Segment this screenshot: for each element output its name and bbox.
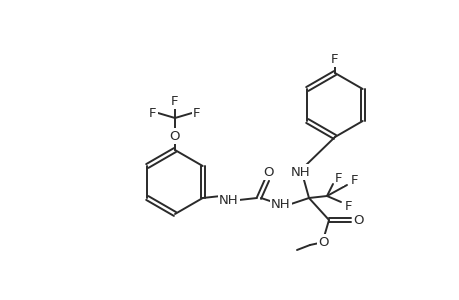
Text: F: F — [351, 173, 358, 187]
Text: F: F — [345, 200, 352, 212]
Text: O: O — [169, 130, 180, 142]
Text: O: O — [353, 214, 364, 226]
Text: NH: NH — [291, 166, 310, 178]
Text: F: F — [171, 94, 179, 107]
Text: F: F — [330, 52, 338, 65]
Text: O: O — [263, 166, 274, 178]
Text: NH: NH — [271, 197, 290, 211]
Text: F: F — [335, 172, 342, 184]
Text: O: O — [318, 236, 329, 248]
Text: F: F — [193, 106, 200, 119]
Text: F: F — [149, 106, 157, 119]
Text: NH: NH — [218, 194, 238, 206]
